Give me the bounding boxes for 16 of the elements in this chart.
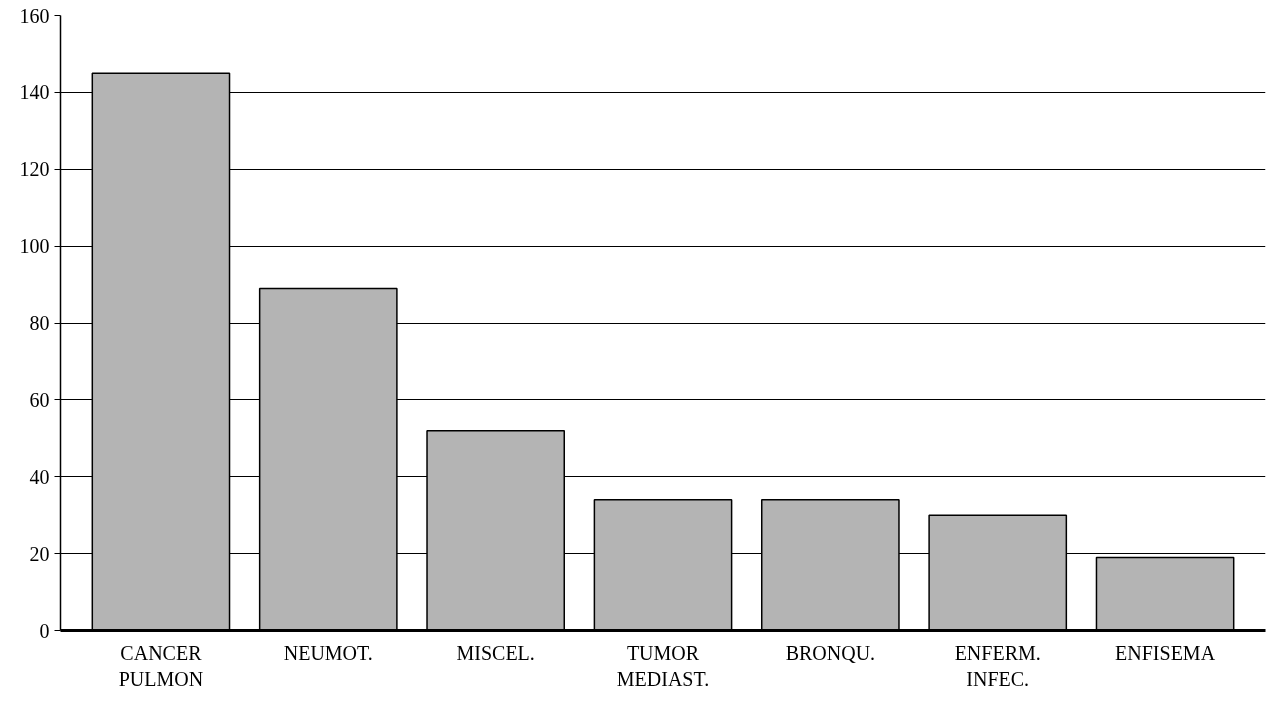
y-tick-label: 20 — [29, 542, 50, 565]
x-tick-label: NEUMOT. — [283, 641, 373, 664]
y-tick-label: 160 — [19, 4, 50, 27]
y-tick-label: 40 — [29, 465, 50, 488]
y-tick-label: 100 — [19, 235, 50, 258]
x-tick-label: BRONQU. — [785, 641, 876, 664]
y-tick-label: 60 — [29, 388, 50, 411]
y-tick-label: 0 — [39, 619, 50, 642]
x-tick-label: ENFISEMA — [1115, 641, 1216, 664]
x-tick-label: MISCEL. — [456, 641, 535, 664]
y-tick-label: 140 — [19, 81, 50, 104]
y-tick-label: 120 — [19, 158, 50, 181]
x-tick-label: TUMOR MEDIAST. — [616, 641, 710, 690]
y-tick-label: 80 — [29, 312, 50, 334]
x-tick-label: ENFERM. INFEC. — [954, 641, 1041, 690]
x-tick-label: CANCER PULMON — [118, 641, 204, 690]
